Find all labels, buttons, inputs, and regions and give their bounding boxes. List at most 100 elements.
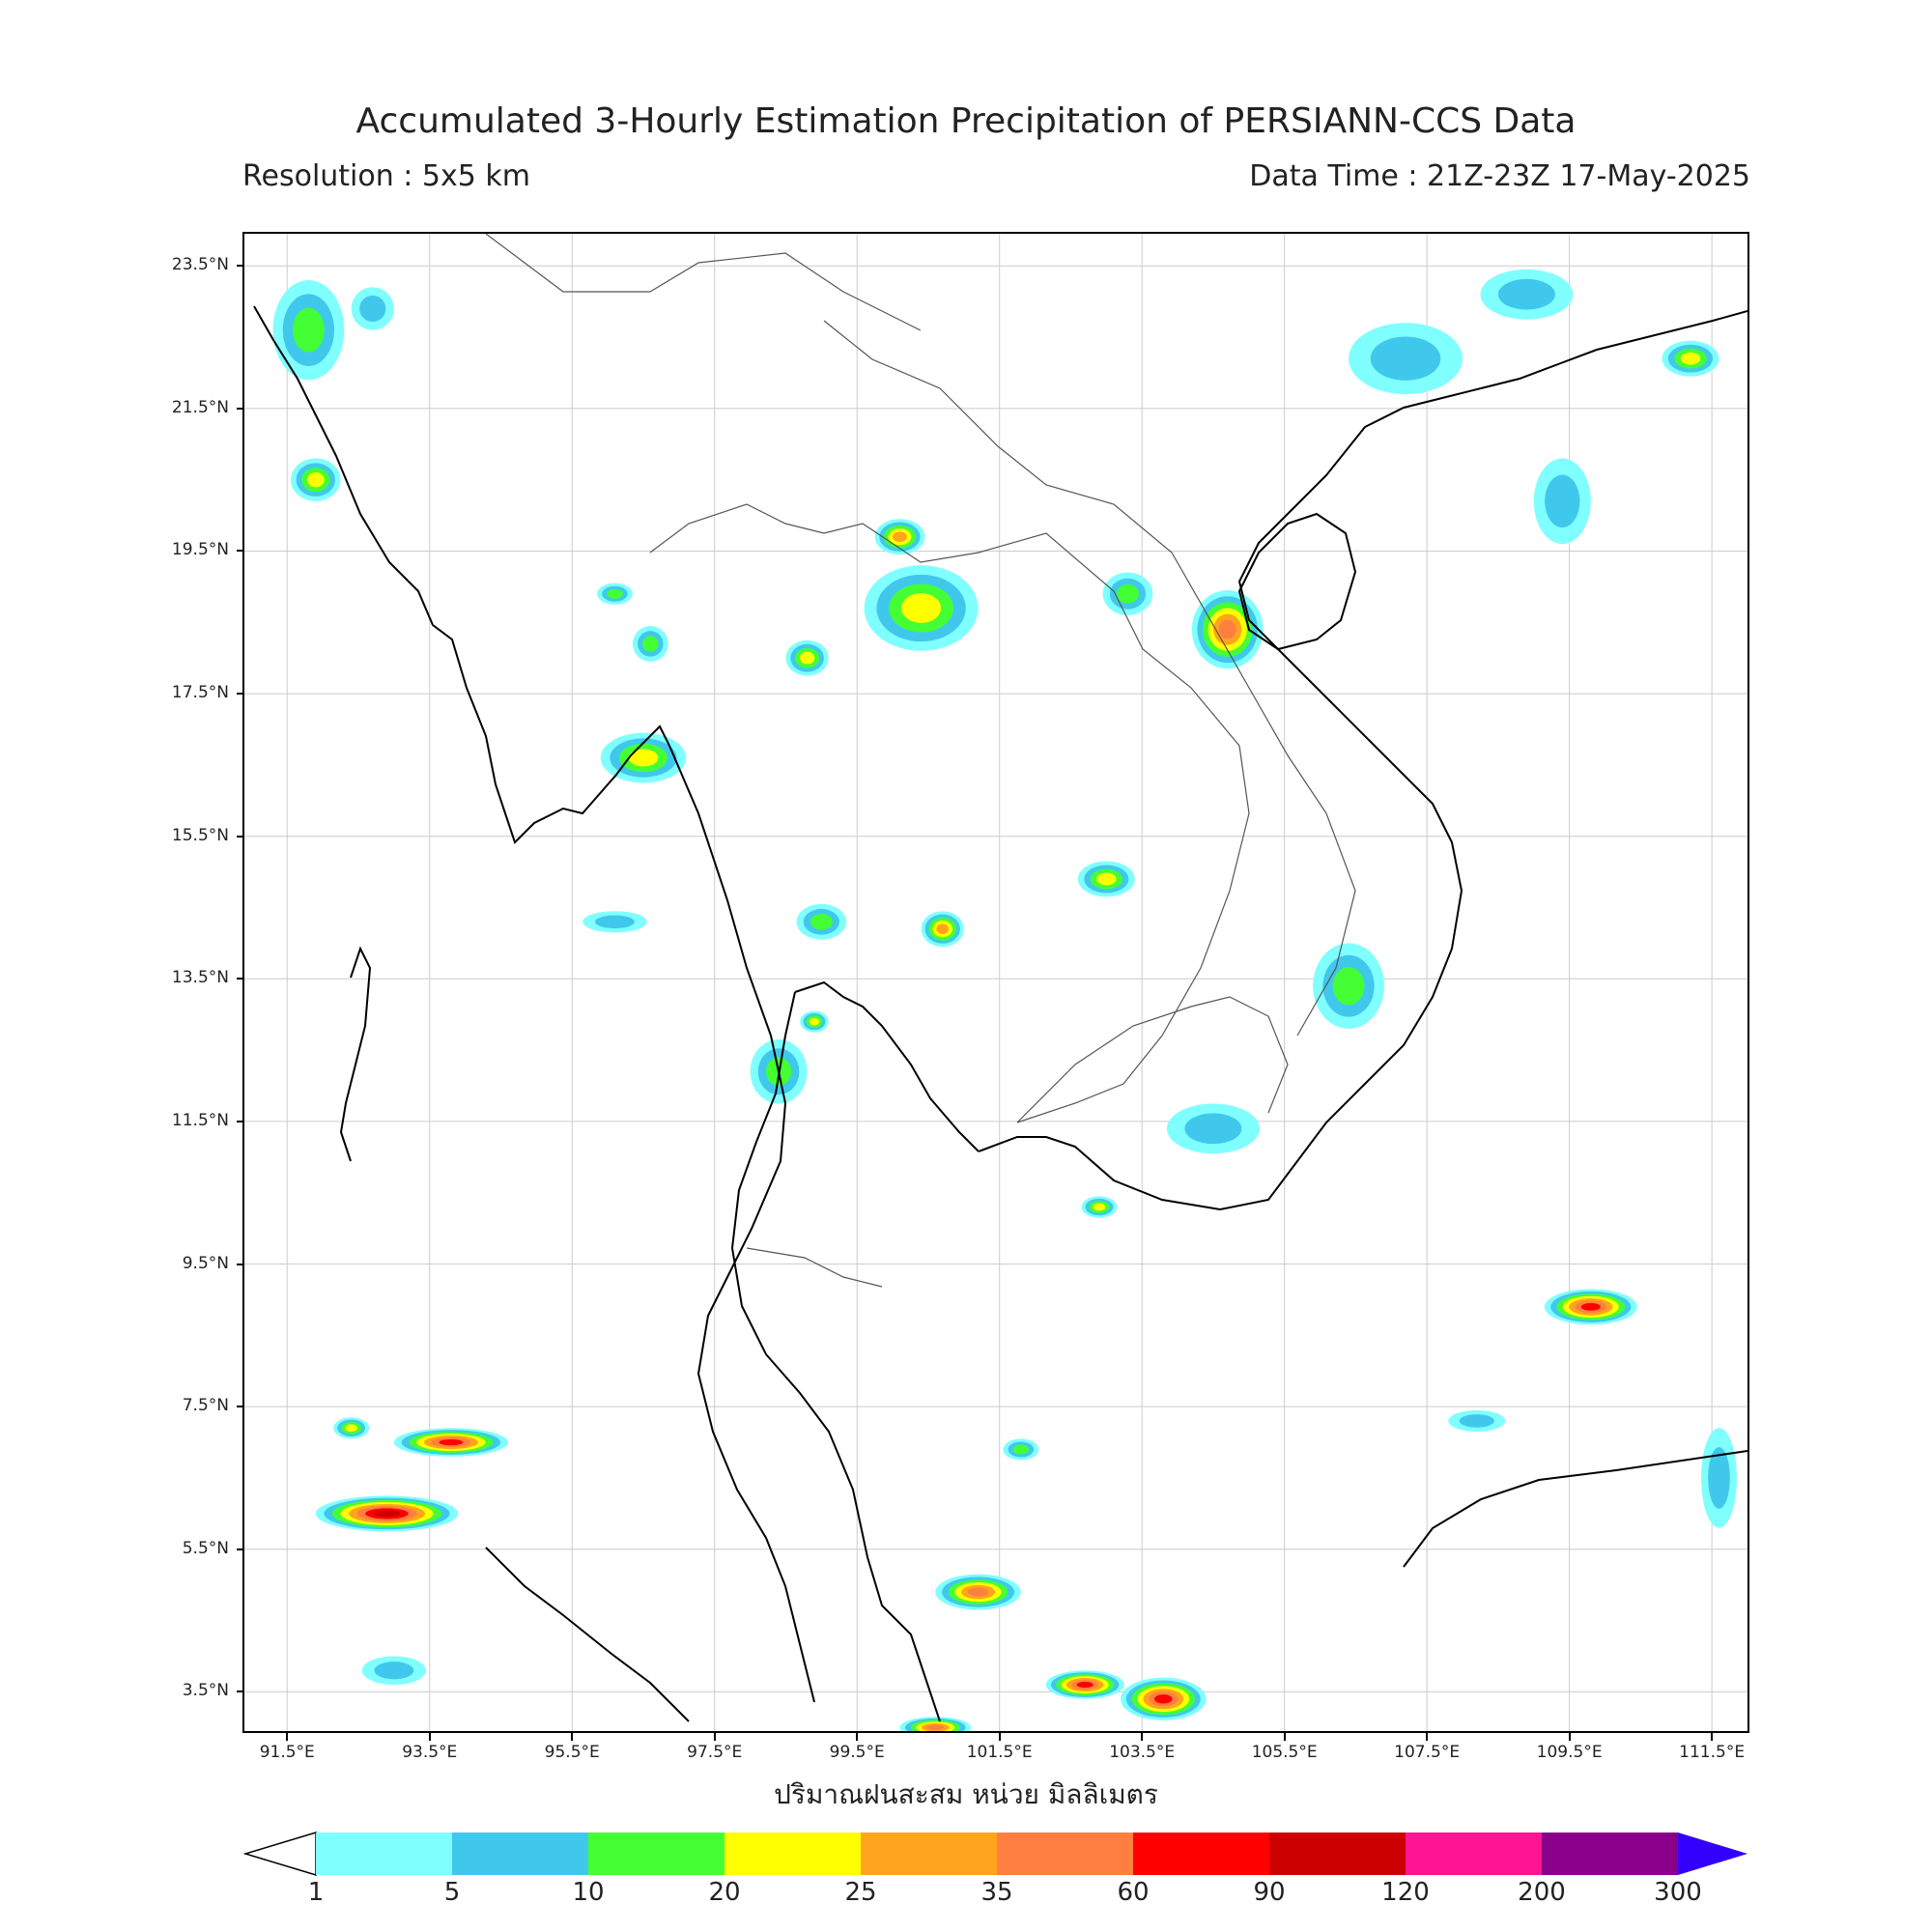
- colorbar-label: 60: [1117, 1878, 1150, 1907]
- lat-tick-label: 15.5°N: [171, 825, 229, 845]
- lon-tick: [713, 1733, 716, 1741]
- coastline-myanmar-west: [253, 305, 670, 844]
- rain-cell-22: [1544, 1289, 1637, 1325]
- rain-cell-31-level-3: [1093, 1203, 1106, 1211]
- lat-tick: [237, 1120, 244, 1122]
- lon-tick-label: 105.5°E: [1251, 1743, 1318, 1762]
- rain-cell-25: [333, 1417, 370, 1439]
- colorbar-label: 25: [844, 1878, 877, 1907]
- rain-cell-23: [315, 1495, 459, 1532]
- rain-cell-17-level-1: [1184, 1113, 1242, 1145]
- border-thailand: [649, 503, 1250, 1123]
- lon-tick-label: 99.5°E: [829, 1743, 885, 1762]
- rain-cell-3-level-4: [893, 531, 907, 542]
- rain-cell-4: [864, 565, 979, 651]
- rain-cell-22-level-6: [1580, 1302, 1601, 1311]
- coastline-layer: [253, 305, 1747, 1722]
- border-cambodia: [1016, 996, 1289, 1123]
- lat-tick-label: 23.5°N: [171, 255, 229, 275]
- rain-cell-28-level-6: [1153, 1694, 1173, 1704]
- rain-cell-5: [785, 639, 829, 676]
- lat-tick-label: 17.5°N: [171, 683, 229, 703]
- rain-cell-20: [1662, 340, 1719, 377]
- rain-cell-35-level-1: [595, 915, 635, 929]
- colorbar-over-arrow: [1678, 1833, 1747, 1875]
- colorbar-label: 90: [1253, 1878, 1286, 1907]
- rain-cell-17: [1166, 1103, 1260, 1154]
- lat-tick-label: 3.5°N: [182, 1681, 229, 1701]
- lon-tick-label: 97.5°E: [687, 1743, 743, 1762]
- colorbar-segment-6: [1133, 1833, 1269, 1875]
- rain-cell-9: [1102, 572, 1153, 615]
- rain-cell-0: [272, 279, 345, 381]
- rain-cell-1: [290, 458, 341, 501]
- colorbar-unit-label: ปริมาณฝนสะสม หน่วย มิลลิเมตร: [774, 1778, 1158, 1810]
- colorbar-label: 1: [307, 1878, 325, 1907]
- rain-cell-9-level-2: [1116, 583, 1139, 604]
- lat-tick-label: 9.5°N: [182, 1253, 229, 1273]
- rain-cell-13-level-2: [810, 914, 833, 930]
- colorbar-label: 120: [1381, 1878, 1430, 1907]
- lat-tick: [237, 1548, 244, 1550]
- rain-layer: [272, 269, 1737, 1731]
- rain-cell-19-level-1: [1497, 278, 1555, 310]
- rain-cell-5-level-3: [799, 651, 815, 665]
- lon-tick: [428, 1733, 431, 1741]
- rain-cell-26-level-5: [967, 1587, 989, 1597]
- coastline-south-china: [1480, 310, 1747, 389]
- lon-tick: [571, 1733, 574, 1741]
- lat-tick: [237, 1690, 244, 1693]
- border-laos-vietnam: [823, 320, 1356, 1037]
- rain-cell-31: [1081, 1196, 1118, 1218]
- data-time-label: Data Time : 21Z-23Z 17-May-2025: [1249, 159, 1750, 193]
- lon-tick-label: 91.5°E: [259, 1743, 315, 1762]
- rain-cell-27-level-6: [1076, 1681, 1094, 1689]
- lon-tick: [856, 1733, 859, 1741]
- border-myanmar-china: [485, 234, 922, 331]
- grid-lines: [244, 234, 1747, 1731]
- lat-tick-label: 11.5°N: [171, 1110, 229, 1130]
- rain-cell-29-level-5: [926, 1724, 945, 1730]
- lon-tick: [1711, 1733, 1714, 1741]
- rain-cell-10: [1191, 590, 1264, 669]
- colorbar-under-arrow: [243, 1831, 317, 1877]
- lat-tick-label: 5.5°N: [182, 1538, 229, 1558]
- coastline-gulf: [730, 991, 941, 1722]
- colorbar-label: 10: [572, 1878, 605, 1907]
- rain-cell-21-level-1: [1545, 474, 1580, 528]
- rain-cell-13: [796, 903, 847, 940]
- rain-cell-18: [1349, 323, 1463, 395]
- lon-tick-label: 101.5°E: [966, 1743, 1033, 1762]
- rain-cell-11-level-3: [1096, 872, 1117, 886]
- rain-cell-1-level-3: [306, 471, 325, 488]
- rain-cell-14: [1313, 943, 1384, 1029]
- rain-cell-29: [899, 1717, 972, 1731]
- rain-cell-27: [1045, 1670, 1124, 1699]
- colorbar-label: 300: [1654, 1878, 1702, 1907]
- rain-cell-30-level-1: [374, 1662, 414, 1680]
- lat-tick-label: 13.5°N: [171, 968, 229, 988]
- colorbar: [243, 1831, 1747, 1877]
- colorbar-label: 5: [443, 1878, 461, 1907]
- rain-cell-28: [1121, 1677, 1207, 1720]
- lat-tick-label: 21.5°N: [171, 397, 229, 417]
- rain-cell-8-level-2: [607, 588, 623, 599]
- lon-tick-label: 93.5°E: [402, 1743, 458, 1762]
- rain-cell-21: [1533, 458, 1591, 545]
- rain-cell-32: [1003, 1438, 1039, 1461]
- rain-cell-12-level-4: [936, 923, 950, 934]
- lon-tick-label: 103.5°E: [1109, 1743, 1176, 1762]
- lon-tick: [1426, 1733, 1429, 1741]
- coastline-cambodia-vietnam: [978, 387, 1482, 1211]
- colorbar-segment-7: [1269, 1833, 1406, 1875]
- rain-cell-32-level-2: [1012, 1444, 1030, 1455]
- rain-cell-0-level-2: [292, 307, 325, 353]
- rain-cell-4-level-3: [901, 593, 942, 623]
- rain-cell-33-level-1: [1708, 1447, 1730, 1509]
- lat-tick: [237, 1263, 244, 1265]
- rain-cell-25-level-3: [345, 1424, 358, 1433]
- colorbar-segment-3: [724, 1833, 861, 1875]
- lon-tick-label: 95.5°E: [544, 1743, 600, 1762]
- coastline-peninsula-west: [668, 745, 815, 1703]
- lat-tick: [237, 407, 244, 410]
